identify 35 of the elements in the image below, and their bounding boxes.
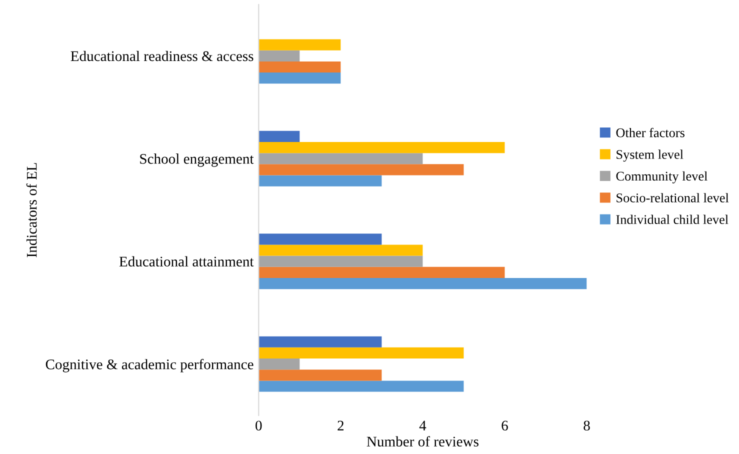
y-tick-label: Educational attainment (119, 256, 254, 267)
bar (258, 130, 300, 142)
bar (258, 61, 341, 73)
legend-label: Socio-relational level (616, 193, 729, 202)
y-tick-label: Educational readiness & access (70, 50, 254, 62)
bar (258, 370, 382, 381)
y-tick-label: School engagement (140, 154, 254, 167)
x-tick-label: 2 (338, 420, 344, 430)
legend-label: Community level (616, 171, 708, 184)
bar (258, 153, 423, 164)
bar (258, 142, 505, 154)
bar (258, 358, 300, 370)
bar (258, 164, 464, 176)
bar (258, 336, 382, 348)
bar (258, 244, 423, 256)
bar (258, 347, 464, 359)
bar (258, 256, 423, 267)
bar (258, 278, 587, 290)
bar (258, 175, 382, 186)
x-tick-label: 0 (256, 420, 262, 431)
legend-label: Other factors (616, 128, 684, 138)
y-axis-title: Indicators of EL (26, 163, 37, 258)
bar (258, 234, 382, 245)
bar (258, 50, 300, 62)
y-tick-label: Cognitive & academic performance (46, 358, 254, 372)
bar (258, 380, 464, 392)
x-tick-label: 6 (502, 420, 508, 431)
bar (258, 39, 341, 50)
bar (258, 72, 341, 84)
legend-label: Individual child level (616, 214, 728, 224)
x-tick-label: 8 (584, 420, 590, 431)
x-axis-title: Number of reviews (366, 436, 478, 447)
x-tick-label: 4 (419, 420, 426, 430)
legend-label: System level (616, 150, 684, 162)
bar (258, 266, 505, 278)
